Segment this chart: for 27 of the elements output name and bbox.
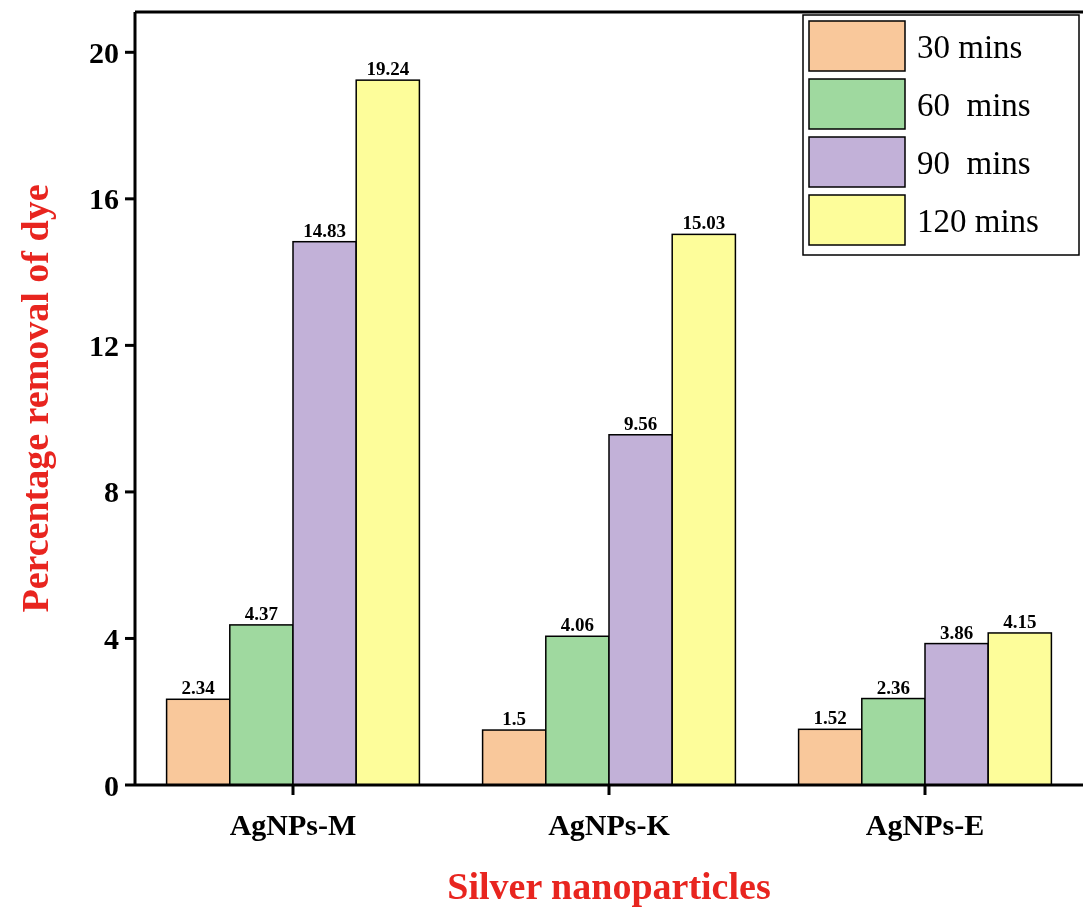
y-tick-label: 8 [104,475,119,509]
data-label: 4.37 [244,602,279,624]
data-label: 14.83 [303,219,346,241]
y-axis-title: Percentage removal of dye [14,184,56,613]
data-label: 1.5 [502,708,527,730]
y-tick-label: 0 [104,768,119,802]
legend-label: 120 mins [917,202,1039,239]
data-label: 2.36 [876,676,911,698]
x-axis-title: Silver nanoparticles [447,865,771,907]
data-label: 15.03 [682,212,726,234]
data-label: 19.24 [366,58,410,80]
x-tick-label: AgNPs-K [548,808,671,841]
data-label: 9.56 [623,412,658,434]
x-tick-label: AgNPs-E [865,808,985,841]
data-label: 2.34 [181,677,216,699]
legend-label: 30 mins [917,28,1023,65]
legend-label: 60 mins [917,86,1031,123]
y-tick-label: 12 [89,328,119,362]
y-tick-label: 4 [104,621,119,655]
data-label: 3.86 [939,621,974,643]
legend-label: 90 mins [917,144,1031,181]
data-label: 4.06 [560,614,595,636]
y-tick-label: 20 [89,35,119,69]
y-tick-label: 16 [89,182,119,216]
data-label: 4.15 [1003,610,1037,632]
x-tick-label: AgNPs-M [229,808,357,841]
data-label: 1.52 [813,707,847,729]
